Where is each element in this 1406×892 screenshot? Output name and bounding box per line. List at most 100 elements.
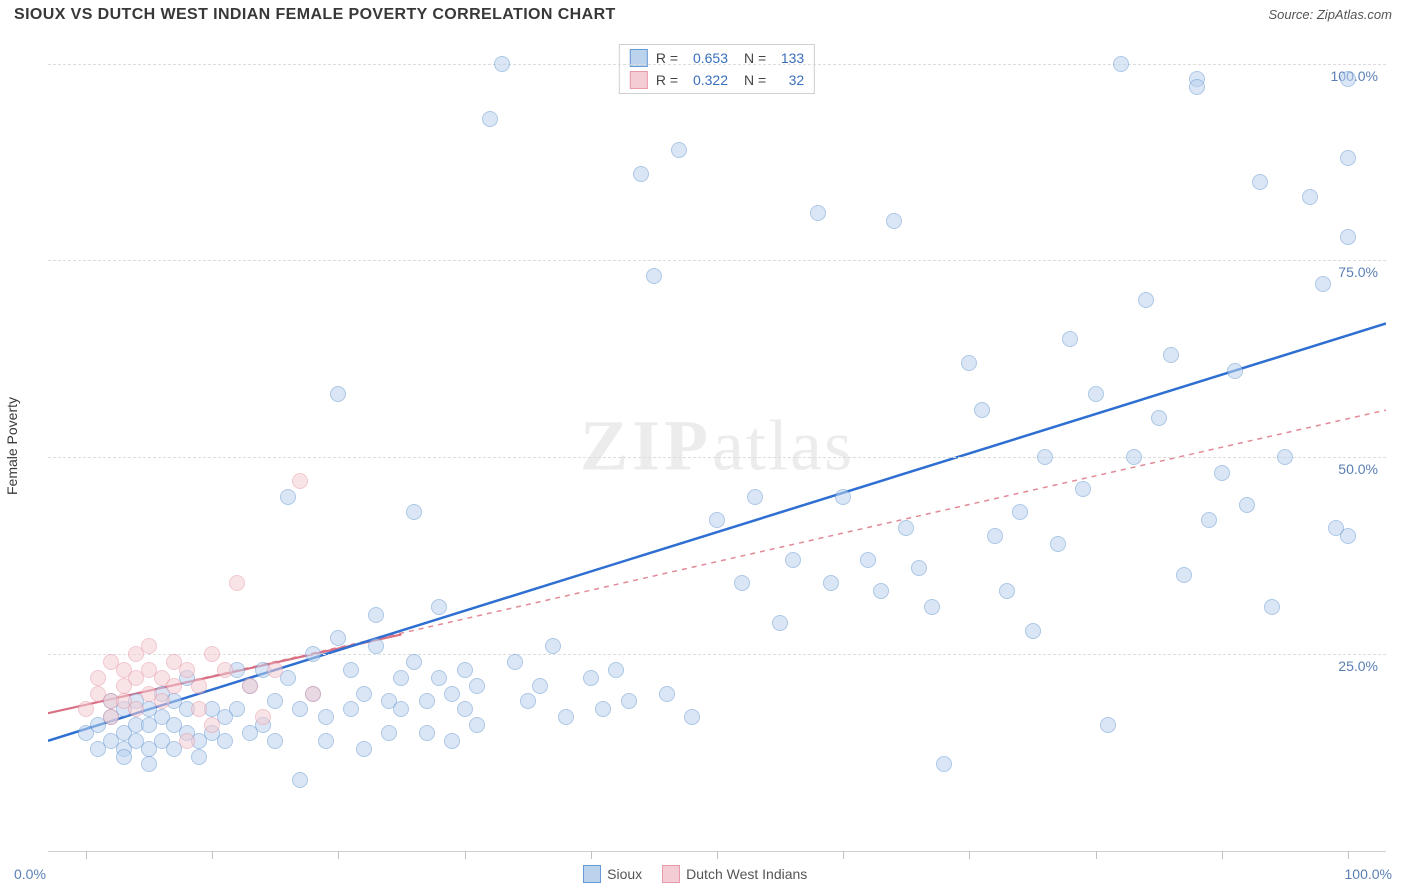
data-point [431,599,447,615]
data-point [520,693,536,709]
x-axis-max-label: 100.0% [1345,866,1392,882]
data-point [911,560,927,576]
data-point [1126,449,1142,465]
data-point [482,111,498,127]
data-point [393,701,409,717]
data-point [103,709,119,725]
data-point [1189,79,1205,95]
data-point [608,662,624,678]
y-tick-label: 25.0% [1338,658,1378,674]
data-point [1214,465,1230,481]
data-point [292,701,308,717]
data-point [128,701,144,717]
data-point [267,733,283,749]
series-legend: Sioux Dutch West Indians [583,865,807,883]
gridline [48,64,1386,65]
data-point [305,646,321,662]
chart-header: SIOUX VS DUTCH WEST INDIAN FEMALE POVERT… [0,0,1406,40]
n-value-dwi: 32 [774,72,804,88]
data-point [659,686,675,702]
data-point [343,662,359,678]
plot-area: Female Poverty ZIPatlas R = 0.653 N = 13… [48,40,1386,852]
data-point [393,670,409,686]
watermark-atlas: atlas [712,405,854,485]
watermark-zip: ZIP [580,405,712,485]
data-point [368,638,384,654]
x-tick [1348,851,1349,859]
data-point [419,725,435,741]
swatch-sioux [583,865,601,883]
data-point [785,552,801,568]
data-point [1227,363,1243,379]
x-tick [338,851,339,859]
source-attribution: Source: ZipAtlas.com [1268,7,1392,22]
data-point [1062,331,1078,347]
data-point [810,205,826,221]
data-point [936,756,952,772]
data-point [823,575,839,591]
swatch-dwi [662,865,680,883]
data-point [292,772,308,788]
source-link[interactable]: ZipAtlas.com [1317,7,1392,22]
legend-label-sioux: Sioux [607,866,642,882]
data-point [545,638,561,654]
x-tick [1096,851,1097,859]
data-point [1302,189,1318,205]
data-point [419,693,435,709]
data-point [457,701,473,717]
data-point [633,166,649,182]
data-point [595,701,611,717]
data-point [999,583,1015,599]
x-tick [969,851,970,859]
data-point [406,504,422,520]
n-label: N = [744,72,766,88]
data-point [406,654,422,670]
data-point [747,489,763,505]
legend-item-sioux: Sioux [583,865,642,883]
swatch-dwi [630,71,648,89]
data-point [204,717,220,733]
data-point [558,709,574,725]
data-point [267,693,283,709]
data-point [1340,229,1356,245]
y-tick-label: 50.0% [1338,461,1378,477]
data-point [1151,410,1167,426]
data-point [1264,599,1280,615]
data-point [772,615,788,631]
data-point [191,701,207,717]
data-point [381,725,397,741]
data-point [217,662,233,678]
data-point [166,678,182,694]
data-point [1075,481,1091,497]
gridline [48,457,1386,458]
legend-label-dwi: Dutch West Indians [686,866,807,882]
data-point [116,749,132,765]
data-point [1340,71,1356,87]
scatter-plot: ZIPatlas R = 0.653 N = 133 R = 0.322 N =… [48,40,1386,852]
data-point [154,693,170,709]
chart-title: SIOUX VS DUTCH WEST INDIAN FEMALE POVERT… [14,6,616,24]
data-point [886,213,902,229]
data-point [229,575,245,591]
data-point [280,489,296,505]
data-point [1252,174,1268,190]
data-point [356,741,372,757]
data-point [141,756,157,772]
data-point [532,678,548,694]
data-point [444,733,460,749]
r-label: R = [656,72,678,88]
data-point [1113,56,1129,72]
data-point [179,733,195,749]
data-point [583,670,599,686]
data-point [1163,347,1179,363]
data-point [204,646,220,662]
legend-item-dwi: Dutch West Indians [662,865,807,883]
data-point [318,709,334,725]
y-tick-label: 75.0% [1338,264,1378,280]
data-point [267,662,283,678]
data-point [507,654,523,670]
data-point [924,599,940,615]
stats-row-sioux: R = 0.653 N = 133 [620,47,814,69]
data-point [305,686,321,702]
data-point [431,670,447,686]
